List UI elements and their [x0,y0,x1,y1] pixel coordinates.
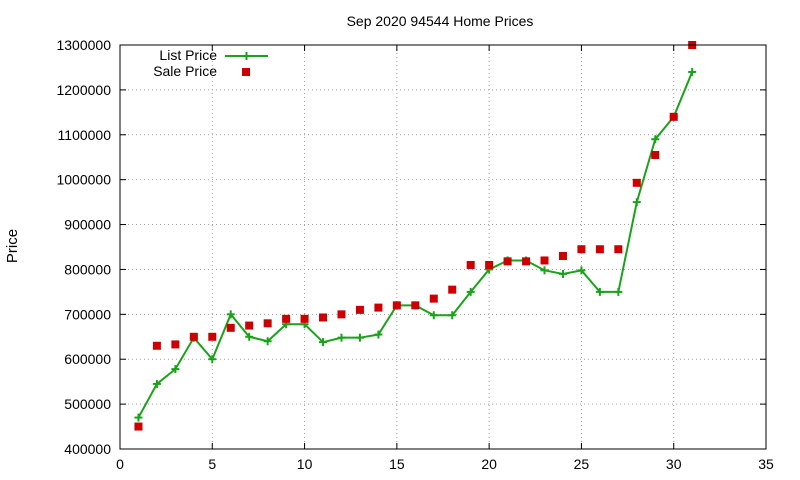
list-price-point [319,338,328,347]
list-price-point [134,413,143,422]
sale-price-point [669,112,678,121]
sale-price-point [614,245,623,254]
list-price-point [688,67,697,76]
sale-price-point [319,313,328,322]
list-price-point [595,287,604,296]
sale-price-point [245,321,254,330]
sale-price-point [337,310,346,319]
x-tick-label: 35 [758,456,774,472]
legend: List Price Sale Price [153,47,268,79]
sale-price-point [208,332,217,341]
x-tick-label: 5 [208,456,216,472]
list-price-line [137,71,694,419]
y-tick-label: 1200000 [56,82,111,98]
y-tick-label: 1000000 [56,172,111,188]
list-price-point [208,355,217,364]
sale-price-point [355,305,364,314]
list-price-point [540,266,549,275]
x-axis-ticks: 0 5 10 15 20 25 30 35 [116,45,774,472]
x-tick-label: 0 [116,456,124,472]
x-tick-label: 10 [297,456,313,472]
y-tick-label: 1100000 [58,127,112,143]
sale-price-point [485,260,494,269]
list-price-point [614,287,623,296]
list-price-point [558,269,567,278]
y-axis-title: Price [4,229,21,263]
legend-label-list-price: List Price [159,47,217,63]
x-tick-label: 30 [666,456,682,472]
sale-price-point [651,150,660,159]
series-layer [134,41,697,431]
list-price-point [651,135,660,144]
sale-price-point [189,332,198,341]
y-tick-label: 800000 [64,261,111,277]
list-price-point [429,311,438,320]
list-price-point [171,365,180,374]
sale-price-point [171,340,180,349]
list-price-point [632,198,641,207]
list-price-point [226,310,235,319]
y-tick-label: 500000 [64,396,111,412]
list-price-point [263,337,272,346]
sale-price-point [448,285,457,294]
legend-swatch-sale-price [242,68,250,76]
sale-price-point [632,178,641,187]
chart-title: Sep 2020 94544 Home Prices [347,13,534,29]
sale-price-point [411,301,420,310]
sale-price-point [595,245,604,254]
sale-price-point [466,260,475,269]
legend-label-sale-price: Sale Price [153,63,217,79]
list-price-point [577,266,586,275]
sale-price-point [282,314,291,323]
sale-price-point [134,422,143,431]
sale-price-point [300,314,309,323]
sale-price-point [558,251,567,260]
y-tick-label: 900000 [64,217,111,233]
sale-price-point [374,303,383,312]
sale-price-point [503,257,512,266]
y-tick-label: 600000 [64,351,111,367]
sale-price-point [429,294,438,303]
y-tick-label: 700000 [64,306,111,322]
sale-price-point [522,257,531,266]
list-price-point [355,333,364,342]
list-price-point [337,333,346,342]
list-price-point [152,379,161,388]
x-tick-label: 25 [574,456,590,472]
sale-price-point [577,245,586,254]
sale-price-point [263,319,272,328]
list-price-point [245,332,254,341]
y-axis-ticks: 400000 500000 600000 700000 800000 900000 1000… [56,37,766,457]
y-tick-label: 400000 [64,441,111,457]
x-tick-label: 15 [389,456,405,472]
sale-price-point [226,323,235,332]
sale-price-point [152,341,161,350]
plot-border [119,44,767,450]
y-tick-label: 1300000 [56,37,111,53]
list-price-point [374,330,383,339]
grid-lines [120,45,766,449]
list-price-point [466,287,475,296]
sale-price-point [392,301,401,310]
sale-price-point [540,256,549,265]
x-tick-label: 20 [481,456,497,472]
list-price-point [448,311,457,320]
